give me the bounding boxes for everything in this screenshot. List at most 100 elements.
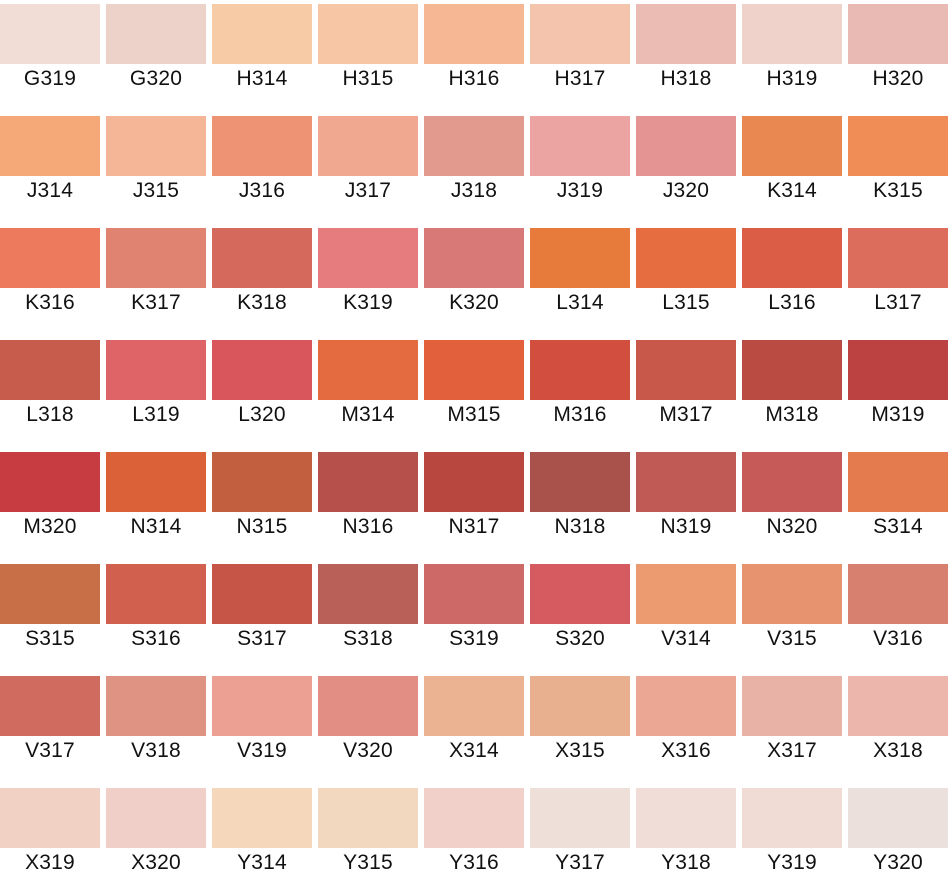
swatch-cell-k316[interactable]: K316 [0,224,100,336]
color-swatch[interactable] [0,564,100,624]
swatch-cell-j315[interactable]: J315 [106,112,206,224]
color-swatch[interactable] [636,228,736,288]
swatch-cell-h314[interactable]: H314 [212,0,312,112]
swatch-cell-y319[interactable]: Y319 [742,784,842,896]
swatch-cell-l317[interactable]: L317 [848,224,948,336]
color-swatch[interactable] [636,4,736,64]
color-swatch[interactable] [742,676,842,736]
color-swatch[interactable] [742,4,842,64]
color-swatch[interactable] [636,116,736,176]
swatch-cell-v317[interactable]: V317 [0,672,100,784]
swatch-cell-x317[interactable]: X317 [742,672,842,784]
swatch-cell-m316[interactable]: M316 [530,336,630,448]
swatch-cell-s320[interactable]: S320 [530,560,630,672]
color-swatch[interactable] [636,676,736,736]
color-swatch[interactable] [848,788,948,848]
color-swatch[interactable] [0,228,100,288]
color-swatch[interactable] [106,4,206,64]
color-swatch[interactable] [530,676,630,736]
swatch-cell-s319[interactable]: S319 [424,560,524,672]
swatch-cell-n319[interactable]: N319 [636,448,736,560]
color-swatch[interactable] [0,788,100,848]
swatch-cell-h320[interactable]: H320 [848,0,948,112]
color-swatch[interactable] [424,564,524,624]
color-swatch[interactable] [212,116,312,176]
swatch-cell-s318[interactable]: S318 [318,560,418,672]
color-swatch[interactable] [530,116,630,176]
color-swatch[interactable] [318,228,418,288]
color-swatch[interactable] [212,676,312,736]
color-swatch[interactable] [848,340,948,400]
swatch-cell-x315[interactable]: X315 [530,672,630,784]
color-swatch[interactable] [318,340,418,400]
swatch-cell-l315[interactable]: L315 [636,224,736,336]
color-swatch[interactable] [742,564,842,624]
color-swatch[interactable] [742,116,842,176]
color-swatch[interactable] [212,4,312,64]
color-swatch[interactable] [530,452,630,512]
swatch-cell-s315[interactable]: S315 [0,560,100,672]
color-swatch[interactable] [0,452,100,512]
swatch-cell-s314[interactable]: S314 [848,448,948,560]
color-swatch[interactable] [106,676,206,736]
swatch-cell-m319[interactable]: M319 [848,336,948,448]
swatch-cell-m318[interactable]: M318 [742,336,842,448]
swatch-cell-g319[interactable]: G319 [0,0,100,112]
color-swatch[interactable] [212,452,312,512]
color-swatch[interactable] [0,340,100,400]
color-swatch[interactable] [318,564,418,624]
color-swatch[interactable] [742,788,842,848]
swatch-cell-k314[interactable]: K314 [742,112,842,224]
color-swatch[interactable] [848,228,948,288]
swatch-cell-l320[interactable]: L320 [212,336,312,448]
swatch-cell-j316[interactable]: J316 [212,112,312,224]
swatch-cell-h319[interactable]: H319 [742,0,842,112]
swatch-cell-n316[interactable]: N316 [318,448,418,560]
swatch-cell-y314[interactable]: Y314 [212,784,312,896]
swatch-cell-h317[interactable]: H317 [530,0,630,112]
color-swatch[interactable] [424,452,524,512]
swatch-cell-h318[interactable]: H318 [636,0,736,112]
color-swatch[interactable] [424,116,524,176]
color-swatch[interactable] [424,676,524,736]
swatch-cell-s316[interactable]: S316 [106,560,206,672]
swatch-cell-h315[interactable]: H315 [318,0,418,112]
swatch-cell-m317[interactable]: M317 [636,336,736,448]
color-swatch[interactable] [106,452,206,512]
swatch-cell-m320[interactable]: M320 [0,448,100,560]
color-swatch[interactable] [848,116,948,176]
color-swatch[interactable] [318,4,418,64]
color-swatch[interactable] [848,452,948,512]
swatch-cell-m314[interactable]: M314 [318,336,418,448]
swatch-cell-s317[interactable]: S317 [212,560,312,672]
swatch-cell-j319[interactable]: J319 [530,112,630,224]
swatch-cell-y320[interactable]: Y320 [848,784,948,896]
swatch-cell-x316[interactable]: X316 [636,672,736,784]
color-swatch[interactable] [318,116,418,176]
swatch-cell-y318[interactable]: Y318 [636,784,736,896]
swatch-cell-v314[interactable]: V314 [636,560,736,672]
swatch-cell-x319[interactable]: X319 [0,784,100,896]
swatch-cell-k318[interactable]: K318 [212,224,312,336]
swatch-cell-j320[interactable]: J320 [636,112,736,224]
swatch-cell-n314[interactable]: N314 [106,448,206,560]
color-swatch[interactable] [530,788,630,848]
swatch-cell-l316[interactable]: L316 [742,224,842,336]
color-swatch[interactable] [848,4,948,64]
swatch-cell-y316[interactable]: Y316 [424,784,524,896]
swatch-cell-n318[interactable]: N318 [530,448,630,560]
color-swatch[interactable] [742,452,842,512]
color-swatch[interactable] [106,788,206,848]
color-swatch[interactable] [0,116,100,176]
swatch-cell-x318[interactable]: X318 [848,672,948,784]
color-swatch[interactable] [212,564,312,624]
swatch-cell-l314[interactable]: L314 [530,224,630,336]
swatch-cell-x320[interactable]: X320 [106,784,206,896]
color-swatch[interactable] [848,676,948,736]
swatch-cell-n315[interactable]: N315 [212,448,312,560]
swatch-cell-h316[interactable]: H316 [424,0,524,112]
swatch-cell-v320[interactable]: V320 [318,672,418,784]
color-swatch[interactable] [424,788,524,848]
swatch-cell-v316[interactable]: V316 [848,560,948,672]
swatch-cell-j318[interactable]: J318 [424,112,524,224]
